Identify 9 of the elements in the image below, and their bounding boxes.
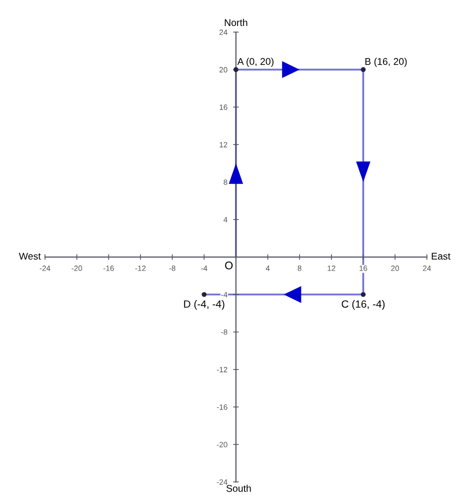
annotation: B (16, 20) bbox=[365, 58, 407, 67]
annotation: O bbox=[225, 261, 233, 270]
text: South bbox=[226, 484, 251, 492]
annotation: A (0, 20) bbox=[237, 58, 274, 67]
annotation: C (16, -4) bbox=[342, 300, 385, 310]
text: West bbox=[18, 252, 41, 260]
text: East bbox=[432, 252, 450, 260]
text: North bbox=[224, 18, 248, 26]
annotation: D (-4, -4) bbox=[184, 300, 224, 310]
